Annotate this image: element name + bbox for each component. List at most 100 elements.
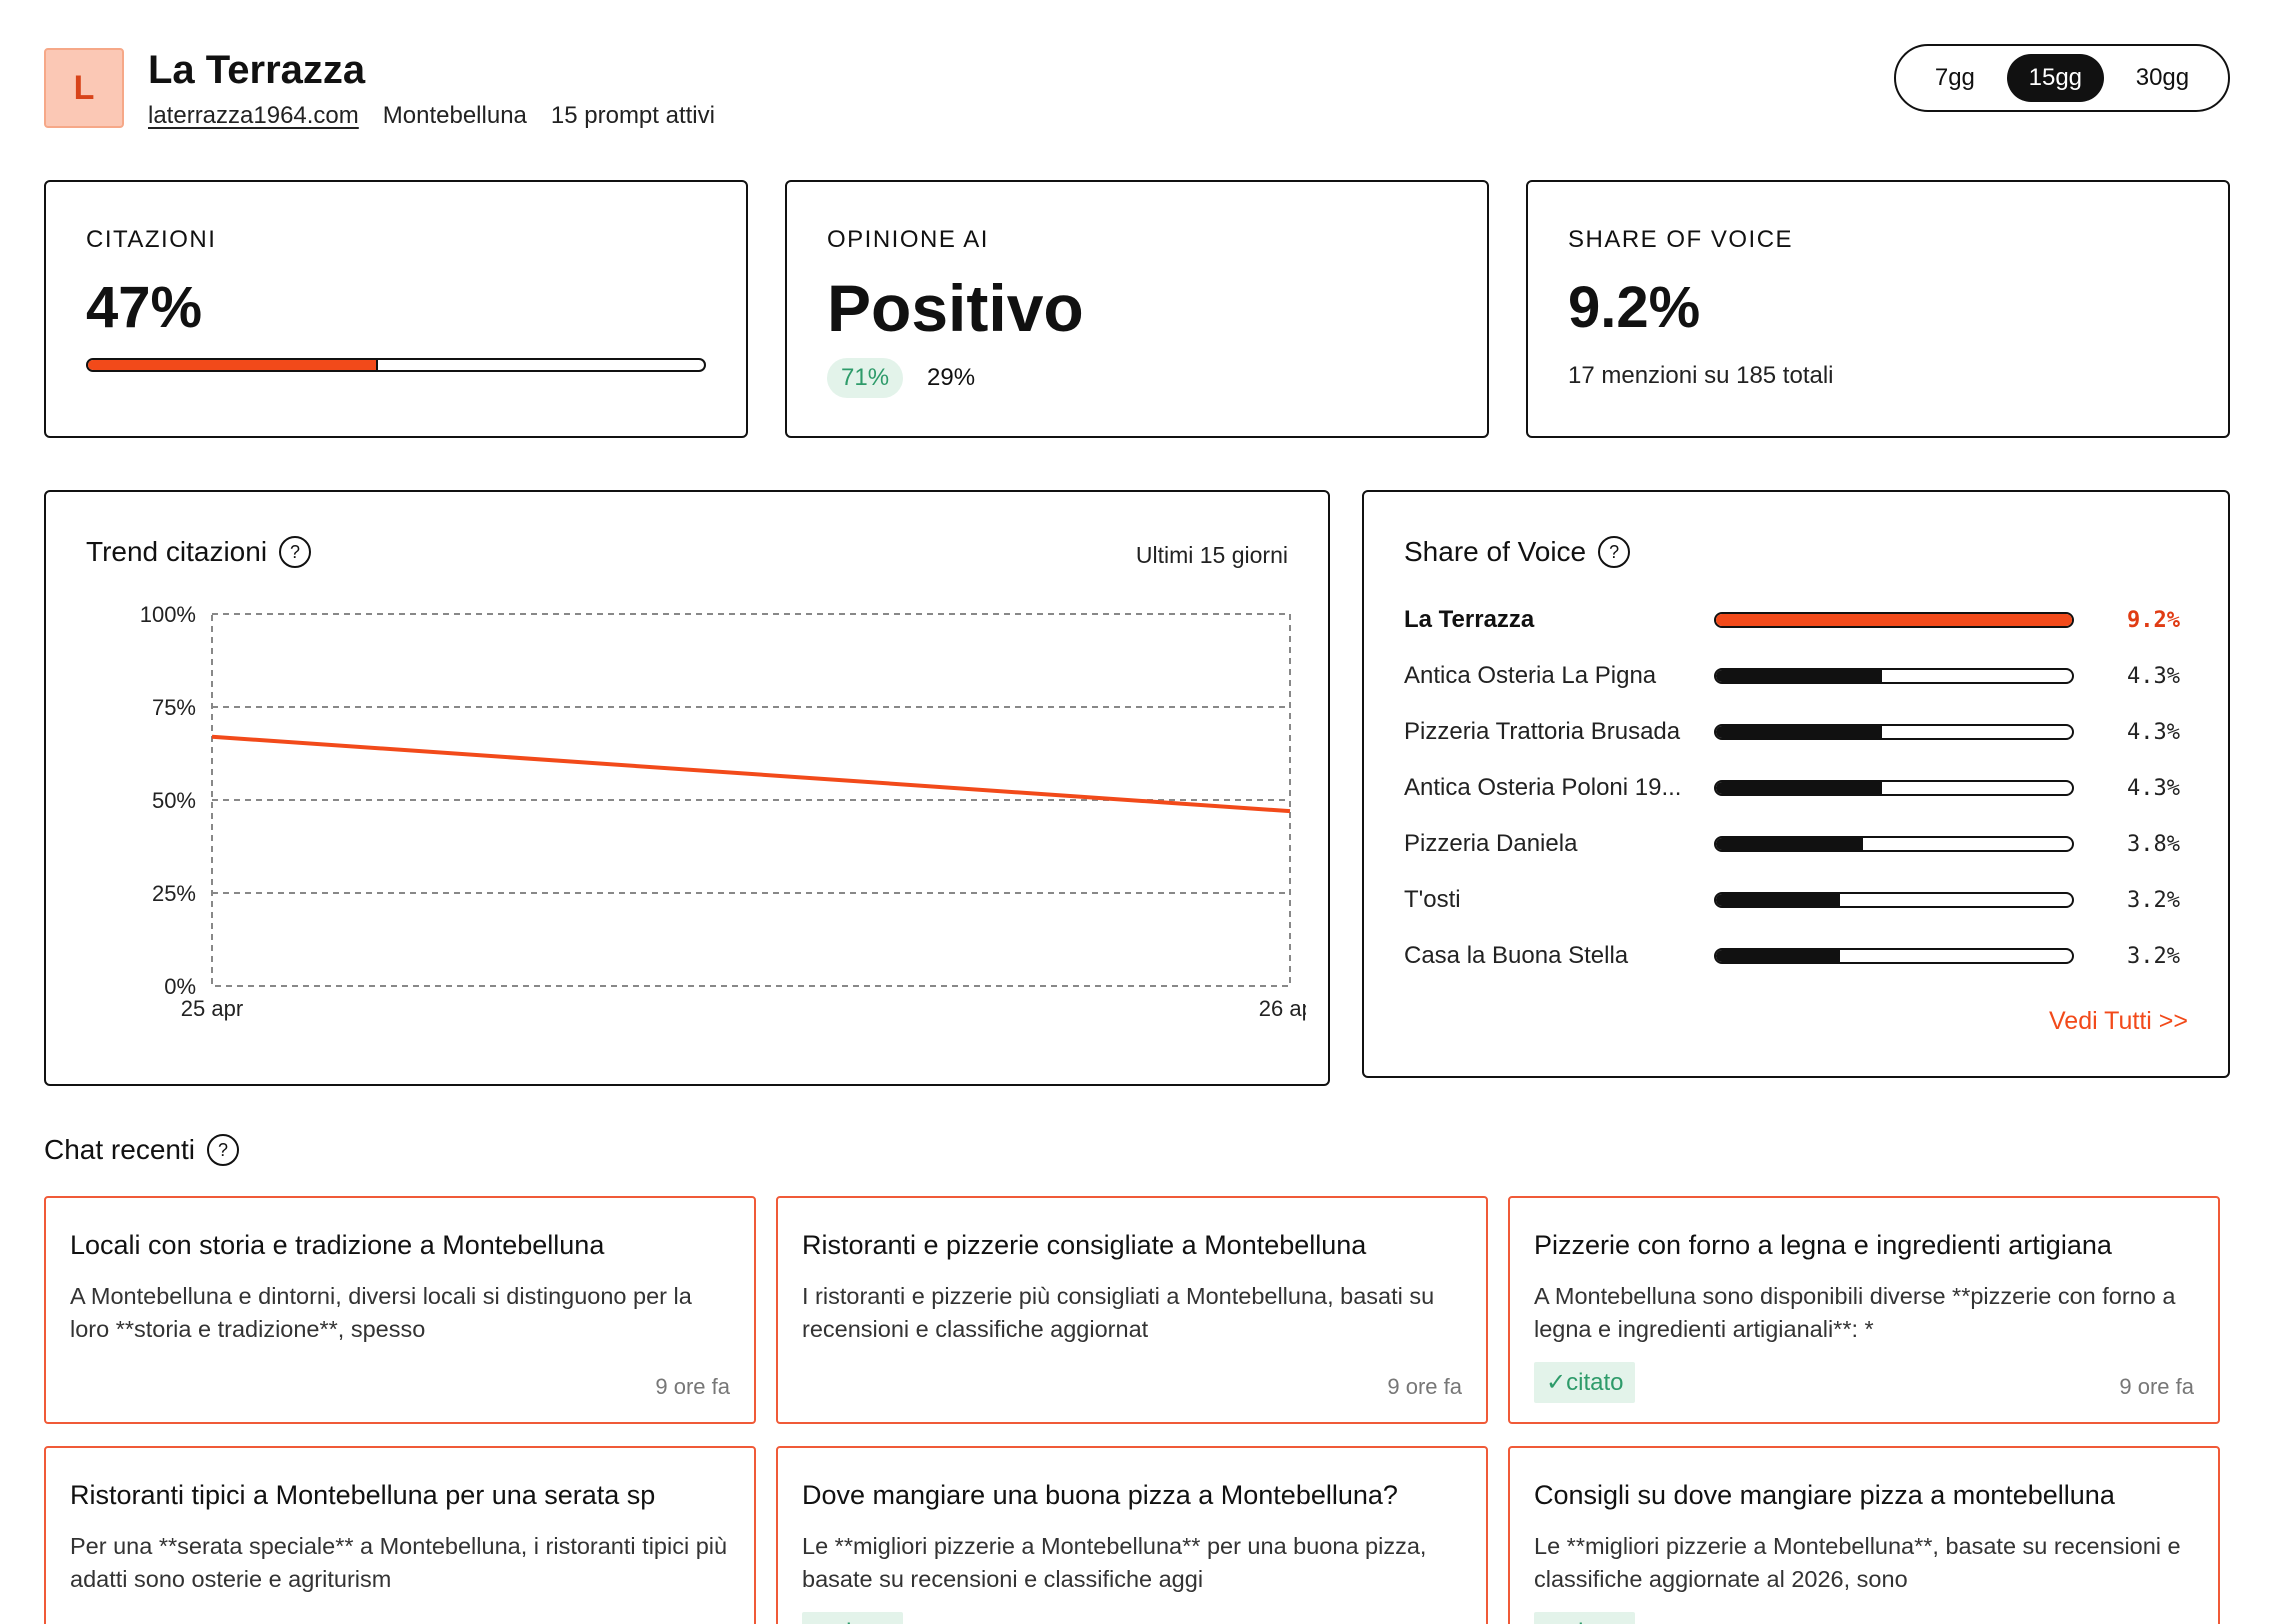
citations-progress-bar	[86, 358, 706, 372]
cited-badge: ✓citato	[802, 1612, 904, 1624]
sov-title: Share of Voice ?	[1404, 536, 1631, 568]
chat-title: Dove mangiare una buona pizza a Montebel…	[802, 1480, 1398, 1510]
sov-row: La Terrazza 9.2%	[1404, 600, 2188, 640]
sov-row: T'osti 3.2%	[1404, 880, 2188, 920]
chat-card[interactable]: Consigli su dove mangiare pizza a monteb…	[1508, 1446, 2220, 1624]
sov-value: 3.2%	[2127, 943, 2180, 969]
chat-card[interactable]: Dove mangiare una buona pizza a Montebel…	[776, 1446, 1488, 1624]
sov-competitor-name: Antica Osteria Poloni 19...	[1404, 774, 1682, 801]
chat-preview: A Montebelluna sono disponibili diverse …	[1534, 1283, 2176, 1342]
series-line	[211, 734, 1291, 814]
sentiment-split: 71% 29%	[827, 358, 975, 398]
trend-chart: 100% 75% 50% 25% 0%25 apr 26 apr	[140, 602, 1306, 1021]
chat-preview: Per una **serata speciale** a Montebellu…	[70, 1533, 728, 1592]
sov-panel: Share of Voice ? La Terrazza 9.2% Antica O…	[1362, 490, 2230, 1078]
kpi-label: OPINIONE AI	[827, 226, 989, 253]
range-option-30gg[interactable]: 30gg	[2135, 64, 2190, 91]
sov-competitor-name: La Terrazza	[1404, 606, 1535, 633]
trend-panel: Trend citazioni ? Ultimi 15 giorni 100% 7…	[44, 490, 1330, 1086]
chats-title-text: Chat recenti	[44, 1134, 195, 1165]
chat-title: Ristoranti e pizzerie consigliate a Mont…	[802, 1230, 1367, 1260]
chat-title: Locali con storia e tradizione a Montebe…	[70, 1230, 605, 1260]
chats-section-title: Chat recenti ?	[44, 1134, 239, 1166]
citations-progress-fill	[88, 360, 378, 370]
positive-badge: 71%	[827, 358, 904, 398]
sov-row: Pizzeria Trattoria Brusada 4.3%	[1404, 712, 2188, 752]
sov-bar-fill	[1716, 894, 1840, 906]
chat-card[interactable]: Locali con storia e tradizione a Montebe…	[44, 1196, 756, 1424]
kpi-label: CITAZIONI	[86, 226, 217, 253]
chat-timestamp: 9 ore fa	[2119, 1374, 2194, 1399]
chat-timestamp: 9 ore fa	[1387, 1374, 1462, 1399]
sov-bar	[1714, 668, 2074, 684]
sov-bar	[1714, 780, 2074, 796]
y-tick-label: 50%	[152, 788, 196, 813]
sov-bar	[1714, 836, 2074, 852]
kpi-share-of-voice-card: SHARE OF VOICE 9.2% 17 menzioni su 185 t…	[1526, 180, 2230, 438]
range-option-7gg[interactable]: 7gg	[1934, 64, 1975, 91]
chat-preview: Le **migliori pizzerie a Montebelluna**,…	[1534, 1533, 2181, 1592]
sov-value: 4.3%	[2127, 719, 2180, 745]
chat-preview: A Montebelluna e dintorni, diversi local…	[70, 1283, 692, 1342]
sov-competitor-name: Antica Osteria La Pigna	[1404, 662, 1657, 689]
kpi-value: Positivo	[827, 271, 1084, 345]
x-tick-label: 26 apr	[1259, 996, 1306, 1021]
plot-frame	[211, 613, 1291, 987]
business-meta: laterrazza1964.com Montebelluna 15 promp…	[148, 102, 715, 130]
chat-card[interactable]: Pizzerie con forno a legna e ingredienti…	[1508, 1196, 2220, 1424]
range-option-15gg[interactable]: 15gg	[2006, 54, 2105, 102]
x-tick-label: 25 apr	[181, 996, 243, 1021]
avatar: L	[44, 48, 124, 128]
website-link[interactable]: laterrazza1964.com	[148, 102, 359, 129]
page-title: La Terrazza	[148, 48, 366, 92]
sov-row: Antica Osteria La Pigna 4.3%	[1404, 656, 2188, 696]
mentions-summary: 17 menzioni su 185 totali	[1568, 362, 1834, 389]
see-all-link[interactable]: Vedi Tutti >>	[2049, 1007, 2188, 1035]
header: L La Terrazza laterrazza1964.com Montebe…	[44, 44, 2230, 144]
sov-bar-fill	[1716, 614, 2072, 626]
sov-value: 4.3%	[2127, 775, 2180, 801]
kpi-value: 9.2%	[1568, 275, 1701, 340]
chat-card[interactable]: Ristoranti e pizzerie consigliate a Mont…	[776, 1196, 1488, 1424]
sov-bar	[1714, 724, 2074, 740]
prompts-count: 15 prompt attivi	[550, 102, 715, 129]
negative-value: 29%	[927, 364, 976, 391]
sov-row: Pizzeria Daniela 3.8%	[1404, 824, 2188, 864]
cited-badge: ✓citato	[1534, 1612, 1636, 1624]
help-icon[interactable]: ?	[279, 536, 312, 568]
y-tick-label: 75%	[152, 695, 196, 720]
sov-row: Antica Osteria Poloni 19... 4.3%	[1404, 768, 2188, 808]
trend-title-text: Trend citazioni	[86, 536, 268, 567]
y-tick-label: 0%	[164, 974, 196, 999]
help-icon[interactable]: ?	[206, 1134, 239, 1166]
range-selector: 7gg 15gg 30gg	[1894, 44, 2230, 112]
kpi-opinion-card: OPINIONE AI Positivo 71% 29%	[785, 180, 1489, 438]
sov-value: 3.2%	[2127, 887, 2180, 913]
sov-competitor-name: T'osti	[1404, 886, 1461, 913]
help-icon[interactable]: ?	[1598, 536, 1631, 568]
sov-value: 3.8%	[2127, 831, 2180, 857]
kpi-value: 47%	[86, 275, 203, 340]
chat-title: Pizzerie con forno a legna e ingredienti…	[1534, 1230, 2112, 1260]
sov-bar-fill	[1716, 950, 1840, 962]
chat-title: Consigli su dove mangiare pizza a monteb…	[1534, 1480, 2115, 1510]
sov-bar	[1714, 892, 2074, 908]
kpi-citations-card: CITAZIONI 47%	[44, 180, 748, 438]
chat-card[interactable]: Ristoranti tipici a Montebelluna per una…	[44, 1446, 756, 1624]
sov-title-text: Share of Voice	[1404, 536, 1587, 567]
sov-bar-fill	[1716, 670, 1883, 682]
chat-preview: Le **migliori pizzerie a Montebelluna** …	[802, 1533, 1427, 1592]
sov-bar-fill	[1716, 838, 1864, 850]
sov-bar-fill	[1716, 726, 1883, 738]
sov-value: 9.2%	[2127, 607, 2180, 633]
sov-row: Casa la Buona Stella 3.2%	[1404, 936, 2188, 976]
sov-competitor-name: Pizzeria Daniela	[1404, 830, 1578, 857]
y-tick-label: 100%	[140, 602, 196, 627]
sov-bar	[1714, 612, 2074, 628]
sov-bar	[1714, 948, 2074, 964]
city-label: Montebelluna	[382, 102, 527, 129]
chat-timestamp: 9 ore fa	[655, 1374, 730, 1399]
sov-competitor-name: Casa la Buona Stella	[1404, 942, 1629, 969]
cited-badge: ✓citato	[1534, 1362, 1636, 1403]
